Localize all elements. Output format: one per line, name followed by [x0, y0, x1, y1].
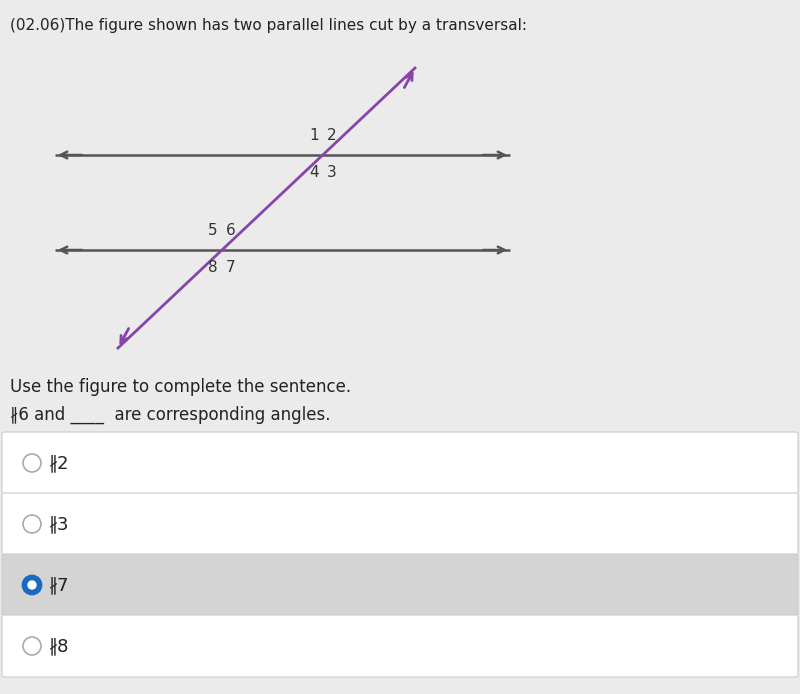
Text: 8: 8 [208, 260, 218, 275]
Text: ∦3: ∦3 [48, 515, 69, 533]
Circle shape [28, 581, 36, 589]
Text: 6: 6 [226, 223, 236, 238]
Text: ∦7: ∦7 [48, 576, 69, 594]
Text: Use the figure to complete the sentence.: Use the figure to complete the sentence. [10, 378, 351, 396]
Text: ∦8: ∦8 [48, 637, 68, 655]
Circle shape [23, 515, 41, 533]
Circle shape [23, 454, 41, 472]
Text: 7: 7 [226, 260, 235, 275]
Text: ∦6 and ____  are corresponding angles.: ∦6 and ____ are corresponding angles. [10, 406, 330, 424]
Text: 2: 2 [326, 128, 336, 143]
FancyBboxPatch shape [2, 432, 798, 494]
Circle shape [23, 637, 41, 655]
FancyBboxPatch shape [2, 615, 798, 677]
FancyBboxPatch shape [2, 493, 798, 555]
Text: ∦2: ∦2 [48, 454, 69, 472]
Text: 3: 3 [326, 165, 337, 180]
Text: 5: 5 [208, 223, 218, 238]
Text: 1: 1 [309, 128, 318, 143]
FancyBboxPatch shape [2, 554, 798, 616]
Text: 4: 4 [309, 165, 318, 180]
Text: (02.06)The figure shown has two parallel lines cut by a transversal:: (02.06)The figure shown has two parallel… [10, 18, 527, 33]
Circle shape [23, 576, 41, 594]
